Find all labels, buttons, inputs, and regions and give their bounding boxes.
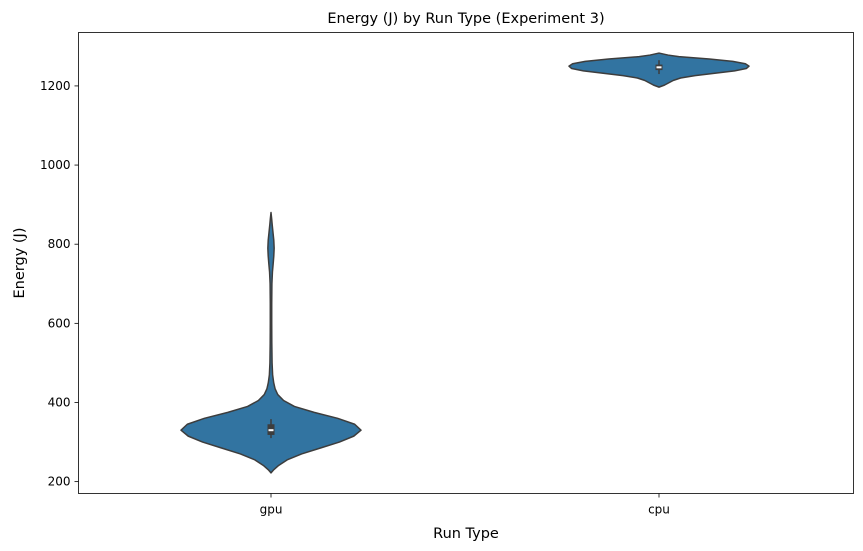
violin-gpu bbox=[180, 211, 362, 474]
x-tick-label: gpu bbox=[260, 503, 283, 517]
y-tick-label: 1000 bbox=[40, 158, 71, 172]
plot-frame bbox=[78, 32, 854, 494]
median-mark-cpu bbox=[656, 66, 662, 69]
x-axis: gpu cpu bbox=[260, 493, 670, 517]
y-tick-label: 1200 bbox=[40, 79, 71, 93]
y-tick-label: 800 bbox=[48, 237, 71, 251]
plot-area bbox=[180, 52, 750, 474]
y-tick-label: 200 bbox=[48, 475, 71, 489]
median-mark-gpu bbox=[268, 429, 274, 432]
y-axis: 200 400 600 800 1000 1200 bbox=[40, 79, 79, 489]
chart-title: Energy (J) by Run Type (Experiment 3) bbox=[327, 11, 604, 27]
y-tick-label: 600 bbox=[48, 316, 71, 330]
x-axis-label: Run Type bbox=[433, 526, 499, 542]
x-tick-label: cpu bbox=[648, 503, 670, 517]
y-axis-label: Energy (J) bbox=[12, 228, 28, 299]
y-tick-label: 400 bbox=[48, 395, 71, 409]
